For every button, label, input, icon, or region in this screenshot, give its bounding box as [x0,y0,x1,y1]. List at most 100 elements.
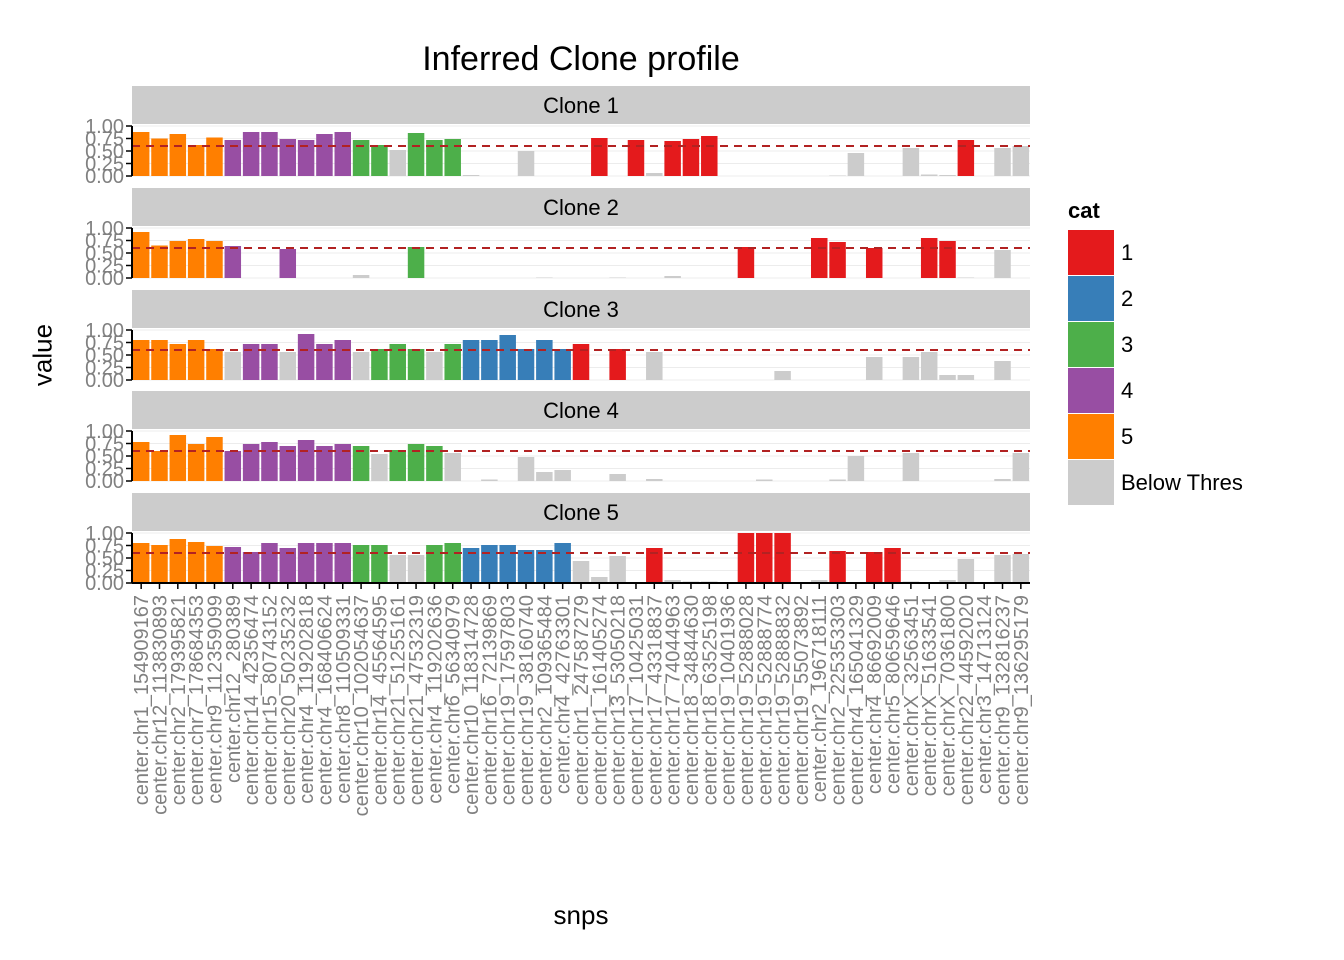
legend-label: 5 [1121,424,1134,449]
bar [865,552,883,583]
bar [920,174,938,176]
bar [224,547,242,583]
bar [536,472,553,481]
x-tick-label: center.chr10_118314728 [461,595,483,815]
bar [627,140,645,176]
bar [829,242,846,278]
bar [297,440,315,481]
bar [994,479,1011,481]
bar [829,175,846,176]
bar [1012,146,1030,176]
bar [407,444,425,481]
y-tick-label: 0.75 [85,434,124,456]
bar [920,352,938,380]
x-tick-label: center.chr21_47532319 [406,595,428,805]
bar [334,340,352,380]
y-tick-label: 0.50 [85,345,124,367]
bar [902,357,920,380]
legend-swatch [1068,414,1114,459]
bar [756,479,773,481]
bar [407,247,425,278]
bar [939,375,956,380]
x-axis-title: snps [553,900,609,930]
bar [169,539,187,583]
legend-label: 3 [1121,332,1134,357]
x-tick-label: center.chrX_51633541 [919,595,941,796]
bar [939,580,956,583]
facet-strip [132,493,1030,531]
bar [426,140,443,176]
bar [316,446,333,481]
x-tick-label: center.chr4_168406624 [314,595,336,805]
legend-label: Below Thres [1121,470,1243,495]
bar [297,334,315,380]
x-tick-label: center.chr8_110509331 [333,595,355,804]
bar [242,132,260,176]
bar [902,148,920,176]
y-tick-label: 0.25 [85,358,124,380]
bar [572,344,590,380]
bar [242,552,260,583]
bar [444,139,461,176]
x-tick-label: center.chr16_72139869 [479,595,501,805]
x-tick-label: center.chr1_161405274 [589,595,611,805]
x-tick-label: center.chr14_45564595 [369,595,391,805]
bar [646,173,663,176]
x-tick-label: center.chr10_102054637 [351,595,373,816]
bar [352,275,370,278]
bar [426,446,443,481]
x-tick-label: center.chr9_112359099 [204,595,226,804]
bar [169,241,187,278]
x-tick-label: center.chr18_34844630 [681,595,703,805]
legend-item: 2 [1068,276,1328,322]
bar [224,352,242,380]
bar [829,479,846,481]
bar [389,450,406,481]
legend-item: 4 [1068,368,1328,414]
bar [407,133,425,176]
y-tick-label: 0.00 [85,370,124,392]
bar [371,454,388,481]
bar [499,545,516,583]
bar [426,545,443,583]
bar [279,446,297,481]
x-tick-label: center.chr2_179395821 [168,595,190,805]
bar [206,546,223,583]
y-tick-label: 0.75 [85,129,124,151]
bar [847,153,865,176]
x-tick-label: center.chr3_14713124 [974,595,996,794]
y-tick-label: 0.75 [85,536,124,558]
bar [407,349,425,380]
legend-item: 5 [1068,414,1328,460]
x-tick-label: center.chr5_80659646 [883,595,905,794]
bar [389,344,406,380]
bar [316,134,333,176]
x-tick-label: center.chrX_70361800 [938,595,960,796]
bar [444,543,461,583]
x-tick-label: center.chr19_52888774 [754,595,776,805]
bar [829,551,846,583]
bar [554,543,571,583]
bar [920,238,938,278]
x-tick-label: center.chr19_17597803 [498,595,520,805]
bar [902,453,920,481]
facet-label: Clone 1 [543,93,619,118]
bar [352,446,370,481]
y-tick-label: 0.25 [85,256,124,278]
bar [481,479,498,481]
bar [939,241,956,278]
bar [957,559,975,583]
bar [169,344,187,380]
y-tick-label: 1.00 [85,523,124,545]
y-tick-label: 0.75 [85,333,124,355]
x-tick-label: center.chr4_165041329 [846,595,868,805]
bar [426,352,443,380]
bar [664,141,681,176]
bar [481,340,498,380]
bar [646,479,663,481]
legend-title: cat [1068,198,1100,223]
bar [737,247,755,278]
bar [297,140,315,176]
bar [536,340,553,380]
